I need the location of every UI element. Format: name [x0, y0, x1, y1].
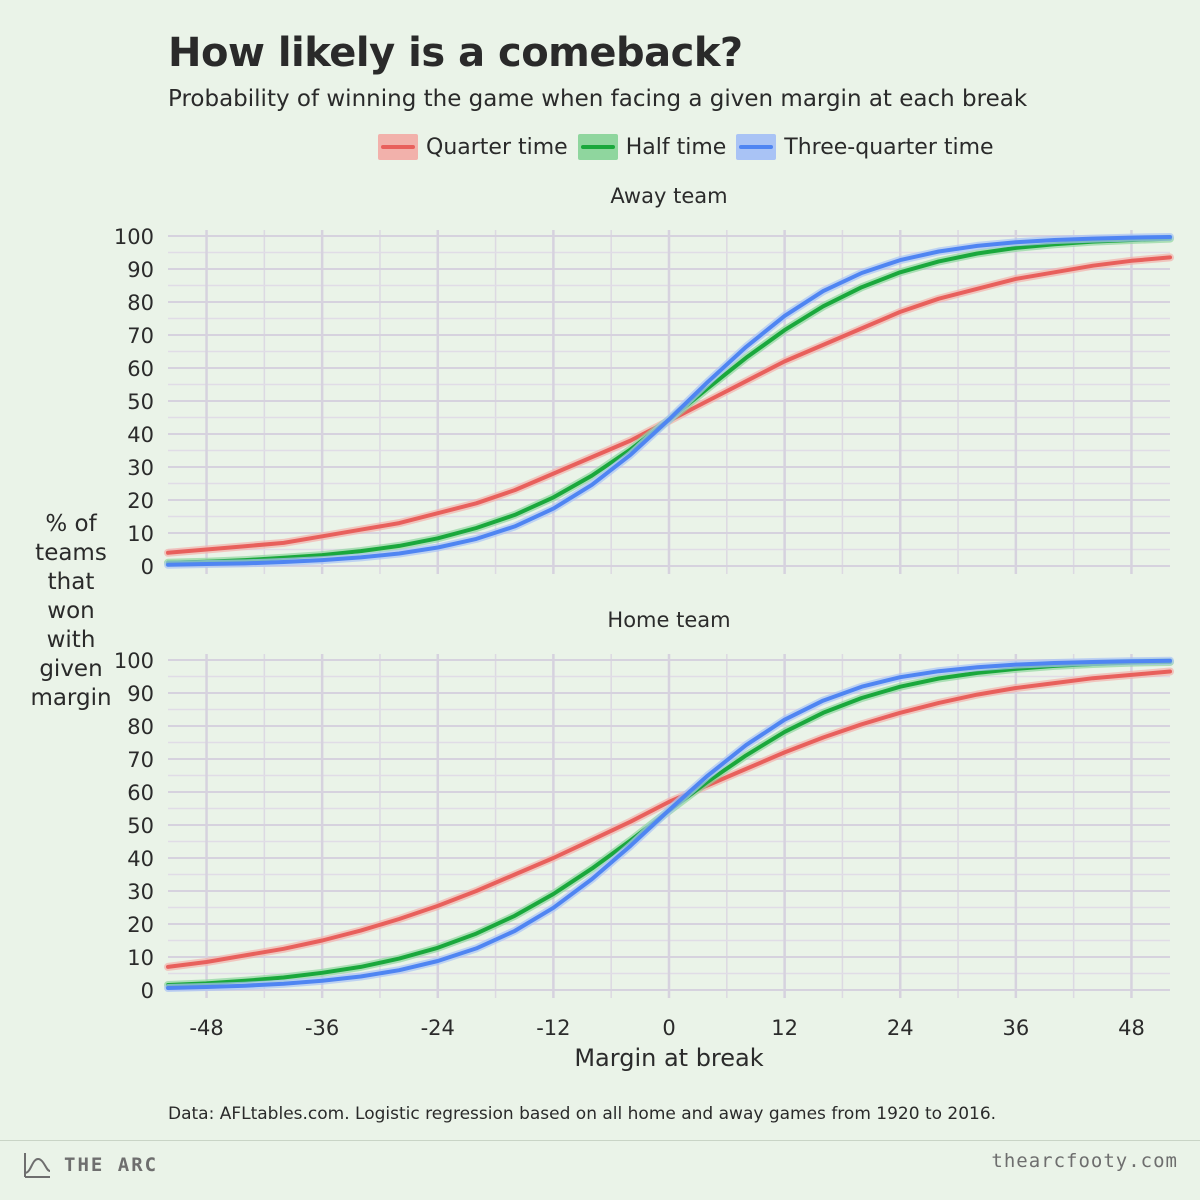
away-team-y-tick-label: 60: [127, 357, 154, 381]
away-team-y-tick-label: 10: [127, 522, 154, 546]
legend-label-quarter-time: Quarter time: [426, 134, 568, 160]
brand-name: THE ARC: [64, 1154, 159, 1176]
away-team-y-tick-label: 40: [127, 423, 154, 447]
away-team-y-tick-label: 90: [127, 258, 154, 282]
y-axis-label: % of teams that won with given margin: [30, 511, 112, 711]
legend-item-quarter-time: Quarter time: [378, 134, 568, 160]
x-axis-title: Margin at break: [574, 1044, 763, 1072]
away-team-y-tick-label: 30: [127, 456, 154, 480]
site-url: thearcfooty.com: [991, 1150, 1178, 1172]
legend-label-half-time: Half time: [625, 134, 727, 160]
home-team-y-tick-label: 0: [141, 979, 154, 1003]
away-team-y-tick-label: 50: [127, 390, 154, 414]
legend-label-three-quarter-time: Three-quarter time: [784, 134, 994, 160]
home-team-y-tick-label: 20: [127, 913, 154, 937]
x-tick-label: 36: [1002, 1016, 1029, 1040]
chart-subtitle: Probability of winning the game when fac…: [168, 86, 1028, 112]
away-team-y-tick-label: 70: [127, 324, 154, 348]
home-team-y-tick-label: 80: [127, 715, 154, 739]
home-team-line-three-quarter-time: [166, 658, 1172, 990]
chart-title: How likely is a comeback?: [168, 30, 743, 76]
home-team-y-tick-label: 40: [127, 847, 154, 871]
x-tick-label: -36: [305, 1016, 339, 1040]
home-team-y-tick-label: 100: [114, 649, 154, 673]
brand: THE ARC: [22, 1150, 158, 1180]
away-team-y-tick-label: 100: [114, 225, 154, 249]
home-team-y-tick-label: 30: [127, 880, 154, 904]
x-tick-label: 24: [887, 1016, 914, 1040]
legend-key-three-quarter-time: [736, 134, 777, 160]
legend-item-half-time: Half time: [577, 134, 727, 160]
legend-key-quarter-time: [378, 134, 418, 160]
away-team-panel-title: Away team: [610, 184, 727, 208]
legend-key-half-time: [577, 134, 618, 160]
home-team-y-tick-label: 70: [127, 748, 154, 772]
x-tick-label: 48: [1118, 1016, 1145, 1040]
legend: Quarter time Half time Three-quarter tim…: [378, 130, 994, 164]
data-source-caption: Data: AFLtables.com. Logistic regression…: [168, 1104, 997, 1124]
away-team-y-tick-label: 0: [141, 555, 154, 579]
x-tick-label: 12: [771, 1016, 798, 1040]
away-team-y-tick-label: 80: [127, 291, 154, 315]
away-team-line-three-quarter-time: [166, 235, 1172, 567]
home-team-y-tick-label: 60: [127, 781, 154, 805]
x-tick-label: -48: [189, 1016, 223, 1040]
home-team-y-tick-label: 90: [127, 682, 154, 706]
away-team-y-tick-label: 20: [127, 489, 154, 513]
x-tick-label: 0: [662, 1016, 675, 1040]
x-tick-label: -12: [536, 1016, 570, 1040]
footer-divider: [0, 1140, 1200, 1141]
legend-item-three-quarter-time: Three-quarter time: [736, 134, 994, 160]
x-tick-label: -24: [421, 1016, 455, 1040]
arc-logo-icon: [24, 1153, 51, 1178]
home-team-y-tick-label: 10: [127, 946, 154, 970]
home-team-panel-title: Home team: [607, 608, 730, 632]
home-team-y-tick-label: 50: [127, 814, 154, 838]
home-team-line-quarter-time: [166, 669, 1172, 969]
